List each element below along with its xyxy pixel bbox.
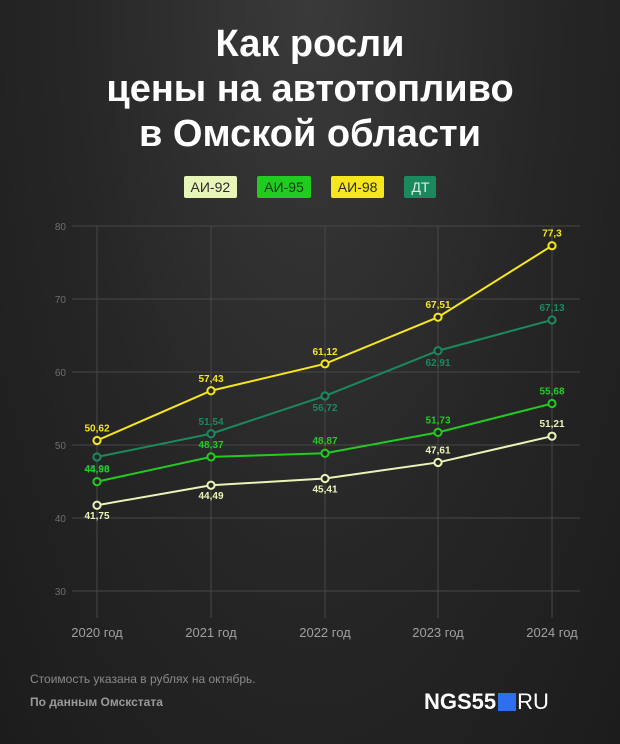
data-point [433, 312, 443, 322]
legend-item: АИ-92 [183, 176, 238, 198]
data-label: 44,98 [84, 465, 109, 476]
data-label: 44,49 [198, 491, 223, 502]
title-line-3: в Омской области [139, 113, 481, 155]
data-point [433, 427, 443, 437]
data-point [92, 452, 102, 462]
x-tick-label: 2022 год [299, 625, 351, 640]
data-label: 61,12 [312, 347, 337, 358]
data-label: 55,68 [539, 387, 564, 398]
footnote: Стоимость указана в рублях на октябрь. [30, 672, 256, 686]
data-label: 77,3 [542, 229, 562, 240]
legend-item: АИ-95 [257, 176, 311, 198]
logo-prefix: NGS55 [424, 689, 497, 714]
data-label: 56,72 [312, 403, 337, 414]
data-label: 51,54 [198, 417, 223, 428]
x-tick-label: 2024 год [526, 625, 578, 640]
data-label: 48,87 [312, 436, 337, 447]
data-label: 48,37 [198, 440, 223, 451]
data-point [320, 391, 330, 401]
title-line-2: цены на автотопливо [106, 68, 514, 110]
data-label: 57,43 [198, 374, 223, 385]
data-label: 62,91 [425, 358, 450, 369]
data-point [547, 241, 557, 251]
chart-legend: АИ-92 АИ-95 АИ-98 ДТ [0, 176, 620, 198]
legend-item: ДТ [404, 176, 437, 198]
data-point [206, 452, 216, 462]
data-label: 51,73 [425, 415, 450, 426]
y-tick-label: 80 [55, 222, 67, 233]
data-label: 51,21 [539, 419, 564, 430]
data-point [92, 500, 102, 510]
series [92, 241, 557, 510]
legend-item: АИ-98 [330, 176, 385, 198]
data-point [320, 359, 330, 369]
data-point [320, 448, 330, 458]
data-point [206, 429, 216, 439]
data-point [92, 435, 102, 446]
data-point [547, 315, 557, 325]
source-note: По данным Омскстата [30, 695, 163, 709]
data-point [206, 386, 216, 396]
data-label: 67,13 [539, 303, 564, 314]
y-tick-label: 50 [55, 441, 67, 452]
data-labels: 48,36 51,54 56,72 62,91 67,13 41,75 44,49 45,41… [84, 229, 564, 523]
data-point [547, 398, 557, 409]
data-label: 41,75 [84, 511, 109, 522]
x-tick-label: 2023 год [412, 625, 464, 640]
data-point [547, 431, 557, 441]
y-tick-label: 60 [55, 368, 67, 379]
logo-suffix: RU [517, 689, 549, 714]
data-point [206, 480, 216, 490]
x-tick-label: 2021 год [185, 625, 237, 640]
data-label: 47,61 [425, 445, 450, 456]
y-tick-label: 30 [55, 587, 67, 598]
y-tick-label: 70 [55, 295, 67, 306]
title-line-1: Как росли [215, 23, 405, 65]
data-point [433, 346, 443, 356]
brand-logo: NGS55 RU [424, 689, 549, 714]
data-label: 45,41 [312, 485, 337, 496]
data-label: 48,36 [84, 464, 109, 475]
grid [72, 225, 580, 618]
data-label: 50,62 [84, 423, 109, 434]
y-tick-label: 40 [55, 514, 67, 525]
data-point [433, 457, 443, 468]
data-point [92, 477, 102, 487]
logo-square-icon [498, 693, 517, 711]
data-point [320, 473, 330, 484]
x-tick-label: 2020 год [71, 625, 123, 640]
page-title: Как росли цены на автотопливо в Омской о… [0, 22, 620, 157]
data-label: 67,51 [425, 300, 450, 311]
axes: 30 40 50 60 70 80 2020 год 2021 год 2022 год 2023… [55, 222, 578, 640]
